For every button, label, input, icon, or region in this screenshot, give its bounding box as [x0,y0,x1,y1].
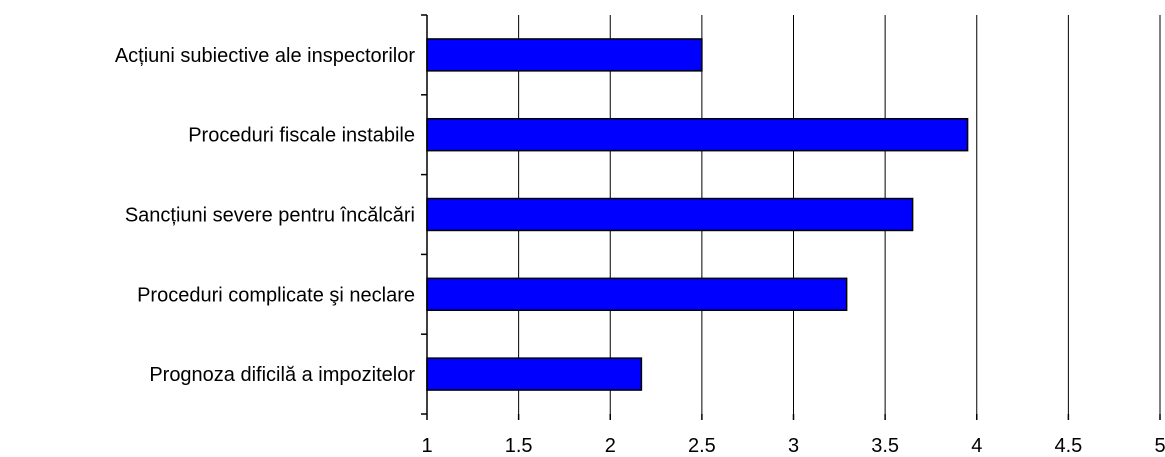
category-label: Sancțiuni severe pentru încălcări [125,205,415,227]
category-labels: Acțiuni subiective ale inspectorilor Proc… [115,45,415,386]
category-label: Acțiuni subiective ale inspectorilor [115,45,415,67]
tick-label-x: 4.5 [1054,435,1082,457]
tick-label-x: 2 [605,435,616,457]
category-label: Prognoza dificilă a impozitelor [149,364,415,386]
bar-4 [426,357,643,391]
bar-3 [426,277,848,312]
bar-1 [426,117,969,152]
tick-label-x: 5 [1154,435,1165,457]
bars [426,38,969,391]
tick-label-x: 1 [421,435,432,457]
tick-label-x: 2.5 [688,435,716,457]
tick-labels: 1 1.5 2 2.5 3 3.5 4 4.5 5 [421,435,1165,457]
bar-0 [426,38,703,72]
bar-2 [426,197,914,232]
axes [421,14,1161,420]
category-label: Proceduri fiscale instabile [188,125,415,147]
tick-label-x: 1.5 [505,435,533,457]
tick-label-x: 4 [971,435,982,457]
tick-label-x: 3.5 [871,435,899,457]
category-label: Proceduri complicate şi neclare [137,284,415,306]
tick-label-x: 3 [788,435,799,457]
